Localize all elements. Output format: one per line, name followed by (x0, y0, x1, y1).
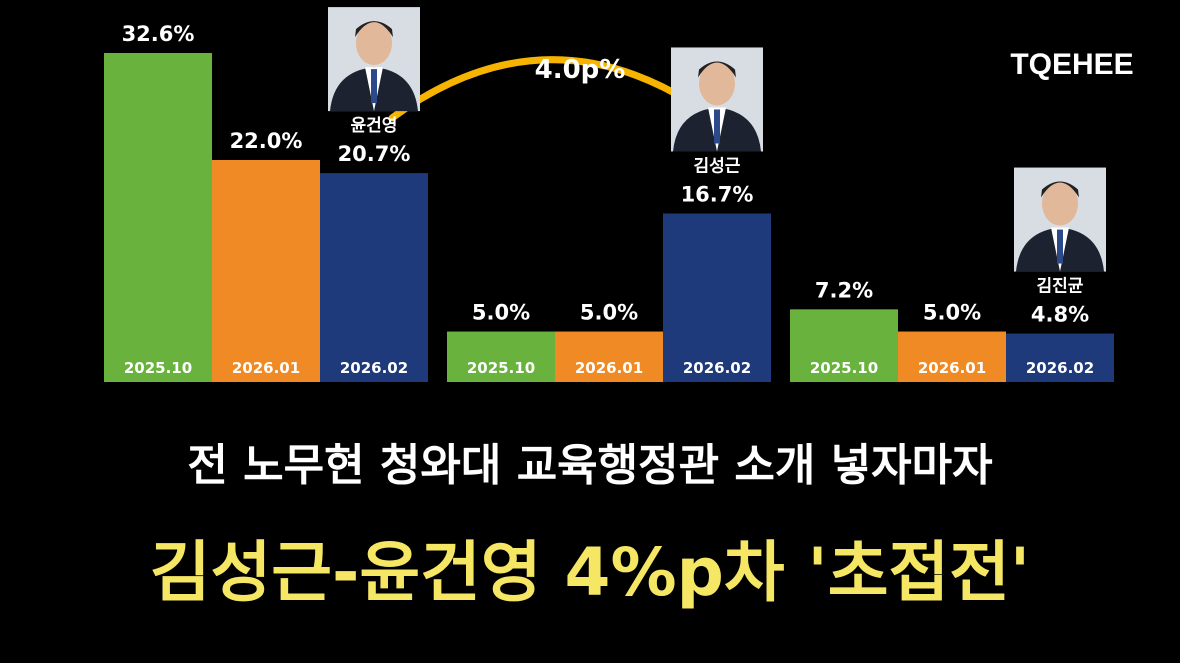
photo-hair (698, 61, 736, 78)
photo-tie (714, 109, 720, 144)
photo-head (699, 61, 735, 106)
photo-hair (1041, 181, 1079, 198)
bar (663, 213, 771, 382)
value-label: 5.0% (472, 301, 530, 325)
headline-line2: 김성근-윤건영 4%p차 '초접전' (150, 534, 1030, 611)
candidate-name: 김성근 (694, 156, 741, 176)
series-label: 2026.02 (1026, 359, 1094, 377)
series-label: 2026.01 (232, 359, 300, 377)
value-label: 32.6% (122, 22, 195, 46)
value-label: 5.0% (923, 301, 981, 325)
bar (212, 159, 320, 382)
series-label: 2025.10 (810, 359, 878, 377)
bar (320, 173, 428, 382)
value-label: 16.7% (681, 182, 754, 206)
bar (555, 331, 663, 382)
headline-line1: 전 노무현 청와대 교육행정관 소개 넣자마자 (187, 440, 992, 491)
annotation: 4.0p% (535, 55, 626, 85)
candidate-name: 윤건영 (351, 116, 398, 136)
series-label: 2025.10 (124, 359, 192, 377)
series-label: 2026.02 (340, 359, 408, 377)
series-label: 2026.02 (683, 359, 751, 377)
photo-head (356, 21, 392, 66)
bar (104, 53, 212, 382)
difference-arc (388, 56, 694, 122)
photo-tie (371, 69, 377, 104)
series-label: 2026.01 (575, 359, 643, 377)
value-label: 20.7% (338, 142, 411, 166)
series-label: 2025.10 (467, 359, 535, 377)
logo: TQEHEE (1010, 48, 1133, 81)
photo-head (1042, 181, 1078, 226)
value-label: 7.2% (815, 278, 873, 302)
value-label: 22.0% (230, 129, 303, 153)
candidate-name: 김진균 (1037, 277, 1084, 297)
bar (1006, 333, 1114, 382)
bar (447, 331, 555, 382)
series-label: 2026.01 (918, 359, 986, 377)
bar (790, 309, 898, 382)
bar (898, 331, 1006, 382)
value-label: 4.8% (1031, 303, 1089, 327)
value-label: 5.0% (580, 301, 638, 325)
photo-hair (355, 21, 393, 38)
photo-tie (1057, 229, 1063, 264)
